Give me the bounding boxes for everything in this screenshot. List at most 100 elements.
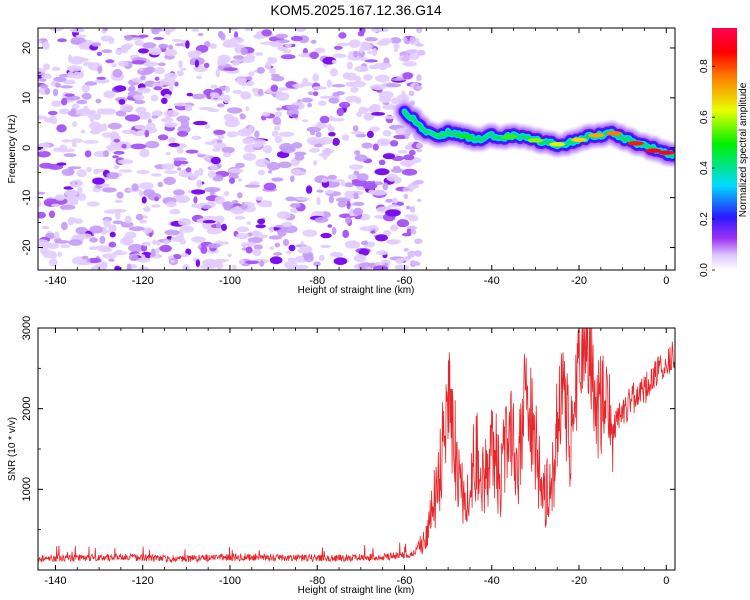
noise-blob <box>125 231 137 239</box>
colorbar: 0.0 0.2 0.4 0.6 0.8 Normalized spectral ampl… <box>699 28 749 277</box>
noise-blob <box>134 39 144 47</box>
noise-blob <box>213 258 230 263</box>
noise-blob <box>96 51 103 57</box>
noise-blob <box>113 165 120 170</box>
noise-blob <box>131 77 143 83</box>
noise-blob <box>164 229 180 236</box>
noise-blob <box>364 37 378 42</box>
noise-blob <box>229 177 235 184</box>
noise-blob <box>276 211 291 220</box>
noise-blob <box>65 195 79 204</box>
noise-blob <box>245 246 253 254</box>
noise-blob <box>117 159 134 165</box>
noise-blob <box>319 254 325 262</box>
noise-blob <box>68 56 85 65</box>
snr-x-tick-label: -20 <box>571 575 587 587</box>
noise-blob <box>215 221 221 229</box>
noise-blob <box>64 93 75 97</box>
noise-blob <box>105 59 115 64</box>
noise-blob <box>81 233 92 239</box>
noise-blob <box>44 87 51 95</box>
noise-blob <box>120 104 134 112</box>
noise-blob <box>355 75 361 84</box>
signal-hot-core <box>527 138 544 143</box>
noise-blob <box>405 205 411 210</box>
noise-blob <box>285 196 296 202</box>
noise-blob <box>157 181 163 188</box>
noise-blob <box>234 46 242 53</box>
noise-blob <box>57 38 67 43</box>
noise-blob <box>280 146 296 154</box>
spectrogram-y-tick-label: 0 <box>21 145 33 151</box>
noise-blob <box>197 32 204 37</box>
noise-blob <box>38 239 50 247</box>
noise-blob <box>101 123 108 132</box>
noise-blob <box>416 142 423 149</box>
noise-blob <box>61 139 72 143</box>
noise-blob <box>247 237 263 244</box>
noise-blob <box>397 150 408 154</box>
noise-blob <box>309 51 319 59</box>
noise-blob <box>138 182 154 190</box>
noise-blob <box>346 200 351 210</box>
spectrogram-y-tick-label: -10 <box>21 190 33 206</box>
noise-blob <box>139 67 144 72</box>
noise-blob <box>90 265 107 270</box>
noise-blob <box>145 140 160 149</box>
noise-blob <box>268 170 272 174</box>
noise-blob <box>207 170 217 179</box>
noise-blob <box>163 176 176 185</box>
noise-blob <box>416 148 423 153</box>
noise-blob <box>340 181 346 186</box>
noise-blob <box>328 97 340 104</box>
noise-blob <box>63 148 75 153</box>
noise-blob <box>155 240 161 246</box>
noise-blob <box>396 94 410 103</box>
noise-blob <box>135 106 147 114</box>
noise-blob <box>38 78 47 82</box>
noise-blob <box>127 87 135 92</box>
noise-blob <box>278 87 289 91</box>
noise-blob <box>347 174 357 180</box>
noise-blob <box>191 135 202 140</box>
noise-blob <box>349 164 364 170</box>
noise-blob <box>403 154 415 161</box>
noise-blob <box>114 265 121 270</box>
noise-blob <box>51 203 60 207</box>
noise-blob <box>273 125 281 131</box>
spectrogram-x-tick-label: -80 <box>309 275 325 287</box>
noise-blob <box>225 85 230 93</box>
noise-blob <box>164 49 178 57</box>
noise-blob <box>296 197 310 201</box>
noise-blob <box>77 186 83 194</box>
noise-blob <box>320 95 330 99</box>
noise-blob <box>57 251 62 258</box>
noise-blob <box>38 150 51 158</box>
noise-blob <box>268 226 274 233</box>
noise-blob <box>233 55 244 60</box>
noise-blob <box>234 205 241 213</box>
noise-blob <box>39 84 49 89</box>
noise-blob <box>242 153 257 161</box>
noise-blob <box>139 219 148 224</box>
noise-blob <box>242 95 251 99</box>
spectrogram-x-tick-label: -60 <box>397 275 413 287</box>
noise-blob <box>327 123 332 131</box>
noise-blob <box>65 95 81 101</box>
noise-blob <box>215 215 225 224</box>
colorbar-tick-label: 0.6 <box>699 110 710 124</box>
noise-blob <box>112 155 119 159</box>
noise-blob <box>135 213 144 221</box>
noise-blob <box>101 187 117 193</box>
noise-blob <box>308 148 320 153</box>
noise-blob <box>101 253 117 259</box>
noise-blob <box>216 139 223 143</box>
noise-blob <box>194 59 199 68</box>
noise-blob <box>280 54 296 60</box>
noise-blob <box>169 208 181 215</box>
noise-blob <box>131 37 141 41</box>
noise-blob <box>393 165 401 170</box>
noise-blob <box>153 86 163 91</box>
noise-blob <box>328 117 345 122</box>
noise-blob <box>281 221 293 228</box>
